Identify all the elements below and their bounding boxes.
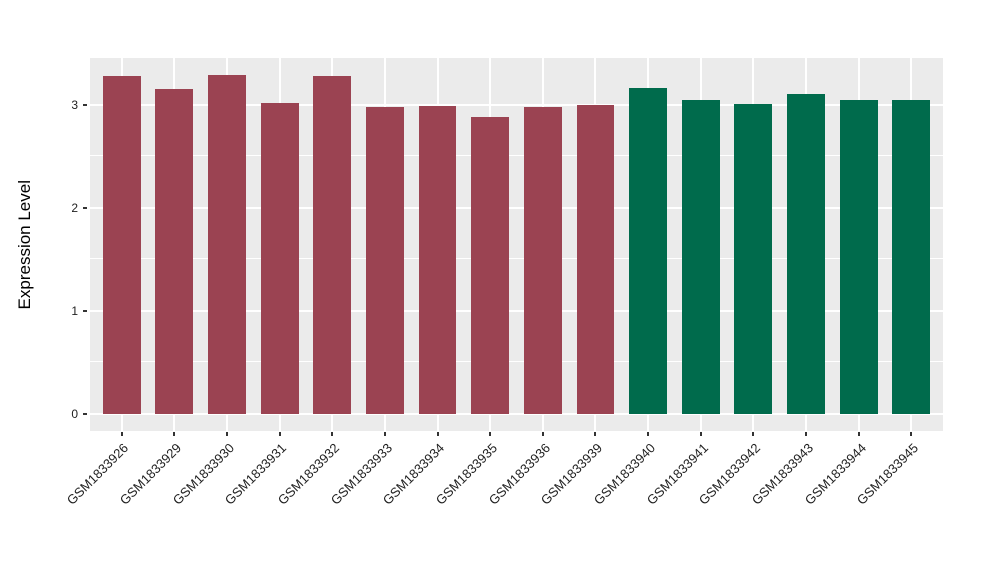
y-axis: 0 1 2 3 [0,58,90,431]
x-tick-mark [910,432,913,436]
x-tick-mark [752,432,755,436]
x-tick-mark [436,432,439,436]
bar-GSM1833931 [260,102,299,414]
x-axis: GSM1833926 GSM1833929 GSM1833930 GSM1833931… [64,431,943,576]
y-tick-label: 0 [71,406,78,421]
x-tick-mark [699,432,702,436]
bar-GSM1833932 [313,76,352,414]
x-tick-mark [225,432,228,436]
bar-GSM1833926 [102,76,141,414]
plot-panel [90,58,943,431]
bar-GSM1833939 [576,104,615,414]
bar-GSM1833935 [471,117,510,414]
gridline-horizontal-minor [90,155,943,157]
bar-GSM1833941 [681,99,720,414]
x-tick-mark [383,432,386,436]
gridline-horizontal-minor [90,361,943,363]
y-tick-mark [83,309,87,312]
bar-GSM1833930 [207,75,246,414]
x-tick-mark [541,432,544,436]
y-tick-label: 2 [71,200,78,215]
x-tick-mark [489,432,492,436]
y-tick-label: 1 [71,303,78,318]
bar-GSM1833944 [839,99,878,414]
bar-GSM1833936 [523,106,562,414]
y-tick-mark [83,103,87,106]
x-tick-mark [594,432,597,436]
gridline-horizontal-major [90,309,943,312]
gridline-horizontal-major [90,206,943,209]
x-tick-mark [805,432,808,436]
x-tick-mark [278,432,281,436]
bar-GSM1833933 [365,106,404,414]
bar-GSM1833943 [787,93,826,414]
gridline-horizontal-major [90,413,943,415]
gridline-horizontal-minor [90,258,943,260]
y-tick-label: 3 [71,97,78,112]
bar-GSM1833942 [734,103,773,414]
x-tick-mark [120,432,123,436]
bar-GSM1833940 [629,88,668,414]
y-tick-mark [83,206,87,209]
bar-GSM1833934 [418,105,457,414]
x-tick-mark [647,432,650,436]
x-tick-mark [173,432,176,436]
x-tick-mark [331,432,334,436]
x-tick-mark [857,432,860,436]
gridline-horizontal-major [90,103,943,106]
bar-GSM1833945 [892,99,931,414]
bar-GSM1833929 [155,89,194,414]
y-tick-mark [83,412,87,415]
